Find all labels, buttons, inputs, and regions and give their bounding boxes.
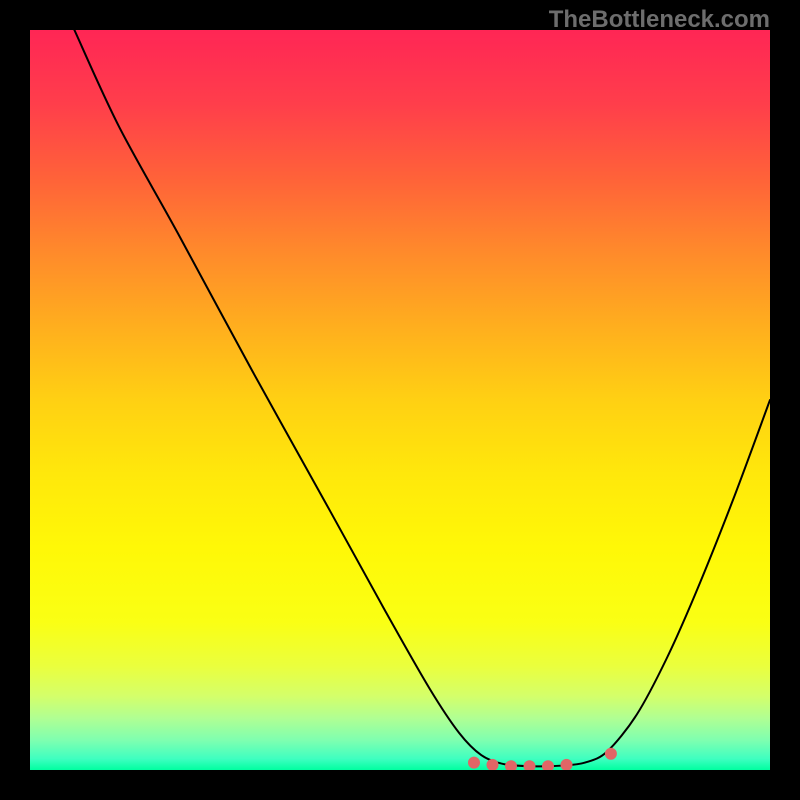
chart-svg [30, 30, 770, 770]
marker-point [605, 748, 616, 759]
marker-point [524, 761, 535, 770]
marker-point [506, 761, 517, 770]
marker-point [561, 759, 572, 770]
marker-point [469, 757, 480, 768]
plot-area [30, 30, 770, 770]
marker-point [487, 759, 498, 770]
marker-point [543, 761, 554, 770]
chart-background [30, 30, 770, 770]
